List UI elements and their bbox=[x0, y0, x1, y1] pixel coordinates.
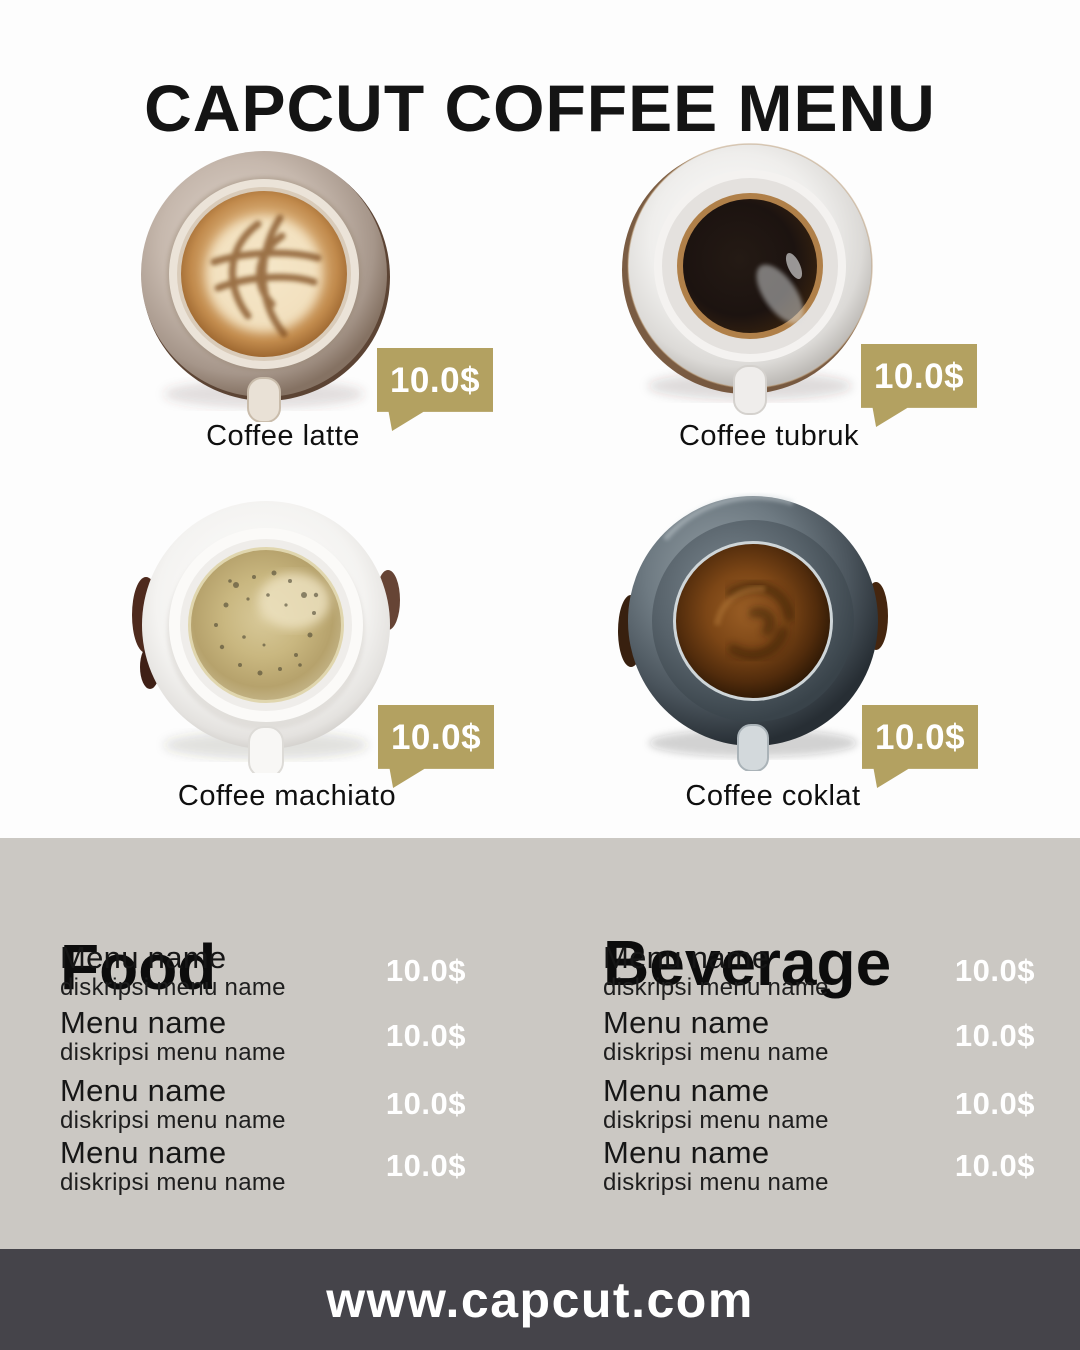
menu-item-desc: diskripsi menu name bbox=[60, 1038, 286, 1066]
menu-item-desc: diskripsi menu name bbox=[60, 1106, 286, 1134]
price-tag-coffee-machiato: 10.0$ bbox=[378, 705, 494, 788]
menu-item-price: 10.0$ bbox=[385, 1148, 466, 1183]
beverage-menu-item: Menu name diskripsi menu name 10.0$ bbox=[603, 1007, 1035, 1065]
menu-item-text: Menu name diskripsi menu name bbox=[60, 1075, 286, 1133]
menu-item-text: Menu name diskripsi menu name bbox=[603, 1075, 829, 1133]
menu-item-price: 10.0$ bbox=[385, 1018, 466, 1053]
price-tag-coffee-coklat: 10.0$ bbox=[862, 705, 978, 788]
product-name-coffee-coklat: Coffee coklat bbox=[685, 780, 861, 812]
menu-item-desc: diskripsi menu name bbox=[60, 1168, 286, 1196]
footer-bar: www.capcut.com bbox=[0, 1249, 1080, 1350]
product-name-coffee-tubruk: Coffee tubruk bbox=[678, 420, 860, 452]
product-name-coffee-latte: Coffee latte bbox=[206, 420, 360, 452]
menu-item-desc: diskripsi menu name bbox=[603, 1038, 829, 1066]
menu-item-text: Menu name diskripsi menu name bbox=[603, 1137, 829, 1195]
menu-item-text: Menu name diskripsi menu name bbox=[603, 942, 829, 1000]
menu-item-price: 10.0$ bbox=[954, 1148, 1035, 1183]
price-label: 10.0$ bbox=[390, 718, 482, 757]
coffee-coklat-photo-icon bbox=[613, 471, 893, 772]
menu-item-price: 10.0$ bbox=[954, 1018, 1035, 1053]
beverage-menu-item: Menu name diskripsi menu name 10.0$ bbox=[603, 1075, 1035, 1133]
price-label: 10.0$ bbox=[873, 357, 965, 396]
menu-item-desc: diskripsi menu name bbox=[603, 1168, 829, 1196]
food-menu-item: Menu name diskripsi menu name 10.0$ bbox=[60, 1007, 466, 1065]
food-menu-item: Menu name diskripsi menu name 10.0$ bbox=[60, 942, 466, 1000]
coffee-machiato-photo-icon bbox=[126, 473, 406, 778]
price-tag-coffee-tubruk: 10.0$ bbox=[861, 344, 977, 427]
coffee-latte-photo-icon bbox=[124, 122, 404, 423]
menu-section-background bbox=[0, 838, 1080, 1249]
food-heading: Food bbox=[60, 931, 217, 1004]
food-menu-item: Menu name diskripsi menu name 10.0$ bbox=[60, 1137, 466, 1195]
menu-item-text: Menu name diskripsi menu name bbox=[60, 1137, 286, 1195]
menu-item-price: 10.0$ bbox=[385, 1086, 466, 1121]
beverage-menu-item: Menu name diskripsi menu name 10.0$ bbox=[603, 942, 1035, 1000]
menu-item-desc: diskripsi menu name bbox=[603, 1106, 829, 1134]
menu-item-price: 10.0$ bbox=[954, 1086, 1035, 1121]
page-title: CAPCUT COFFEE MENU bbox=[144, 71, 936, 146]
product-name-coffee-machiato: Coffee machiato bbox=[177, 780, 397, 812]
menu-item-name: Menu name bbox=[603, 1005, 770, 1041]
beverage-menu-item: Menu name diskripsi menu name 10.0$ bbox=[603, 1137, 1035, 1195]
menu-item-text: Menu name diskripsi menu name bbox=[603, 1007, 829, 1065]
price-tag-coffee-latte: 10.0$ bbox=[377, 348, 493, 431]
menu-item-name: Menu name bbox=[603, 1073, 770, 1109]
beverage-heading: Beverage bbox=[603, 927, 892, 1000]
menu-item-desc: diskripsi menu name bbox=[60, 973, 286, 1001]
menu-item-desc: diskripsi menu name bbox=[603, 973, 829, 1001]
menu-item-price: 10.0$ bbox=[385, 953, 466, 988]
menu-item-text: Menu name diskripsi menu name bbox=[60, 1007, 286, 1065]
menu-item-name: Menu name bbox=[60, 1135, 227, 1171]
menu-item-name: Menu name bbox=[60, 1073, 227, 1109]
price-label: 10.0$ bbox=[389, 361, 481, 400]
menu-item-price: 10.0$ bbox=[954, 953, 1035, 988]
menu-item-name: Menu name bbox=[60, 1005, 227, 1041]
menu-item-name: Menu name bbox=[60, 940, 227, 976]
price-label: 10.0$ bbox=[874, 718, 966, 757]
food-menu-item: Menu name diskripsi menu name 10.0$ bbox=[60, 1075, 466, 1133]
coffee-tubruk-photo-icon bbox=[610, 116, 890, 416]
menu-item-name: Menu name bbox=[603, 1135, 770, 1171]
menu-item-text: Menu name diskripsi menu name bbox=[60, 942, 286, 1000]
website-url: www.capcut.com bbox=[326, 1271, 754, 1328]
menu-item-name: Menu name bbox=[603, 940, 770, 976]
